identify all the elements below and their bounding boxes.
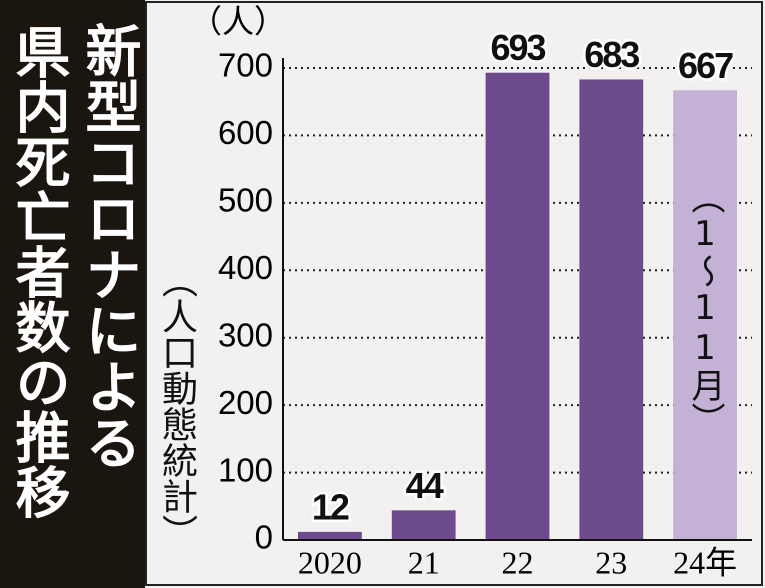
chart-title-line: 県内死亡者数の推移 [6, 24, 70, 519]
subtitle: （人口動態統計） [156, 262, 197, 550]
bar [673, 90, 737, 540]
bar [298, 531, 362, 540]
value-label: 667 [678, 45, 733, 86]
y-tick-label: 600 [218, 114, 273, 151]
bar [485, 72, 550, 540]
bar [391, 510, 456, 540]
bar [579, 79, 644, 540]
x-tick-label: 2020 [298, 544, 362, 580]
y-unit: （人） [190, 3, 286, 39]
y-tick-label: 0 [255, 519, 273, 556]
value-label: 693 [490, 27, 545, 68]
y-tick-label: 300 [218, 316, 273, 353]
chart-title-line: 新型コロナによる [76, 22, 141, 470]
y-tick-label: 400 [218, 249, 273, 286]
y-tick-label: 100 [218, 451, 273, 488]
x-tick-label: 21 [408, 544, 440, 580]
y-tick-label: 500 [218, 182, 273, 219]
y-tick-label: 700 [218, 47, 273, 84]
y-tick-label: 200 [218, 384, 273, 421]
title-panel [0, 0, 145, 588]
frame [145, 1, 763, 586]
value-label: 12 [312, 486, 349, 527]
note: （1～11月） [685, 180, 725, 436]
x-tick-label: 22 [502, 544, 534, 580]
value-label: 683 [584, 34, 639, 75]
x-tick-label: 24年 [673, 544, 737, 580]
x-tick-label: 23 [595, 544, 627, 580]
value-label: 44 [406, 465, 444, 506]
